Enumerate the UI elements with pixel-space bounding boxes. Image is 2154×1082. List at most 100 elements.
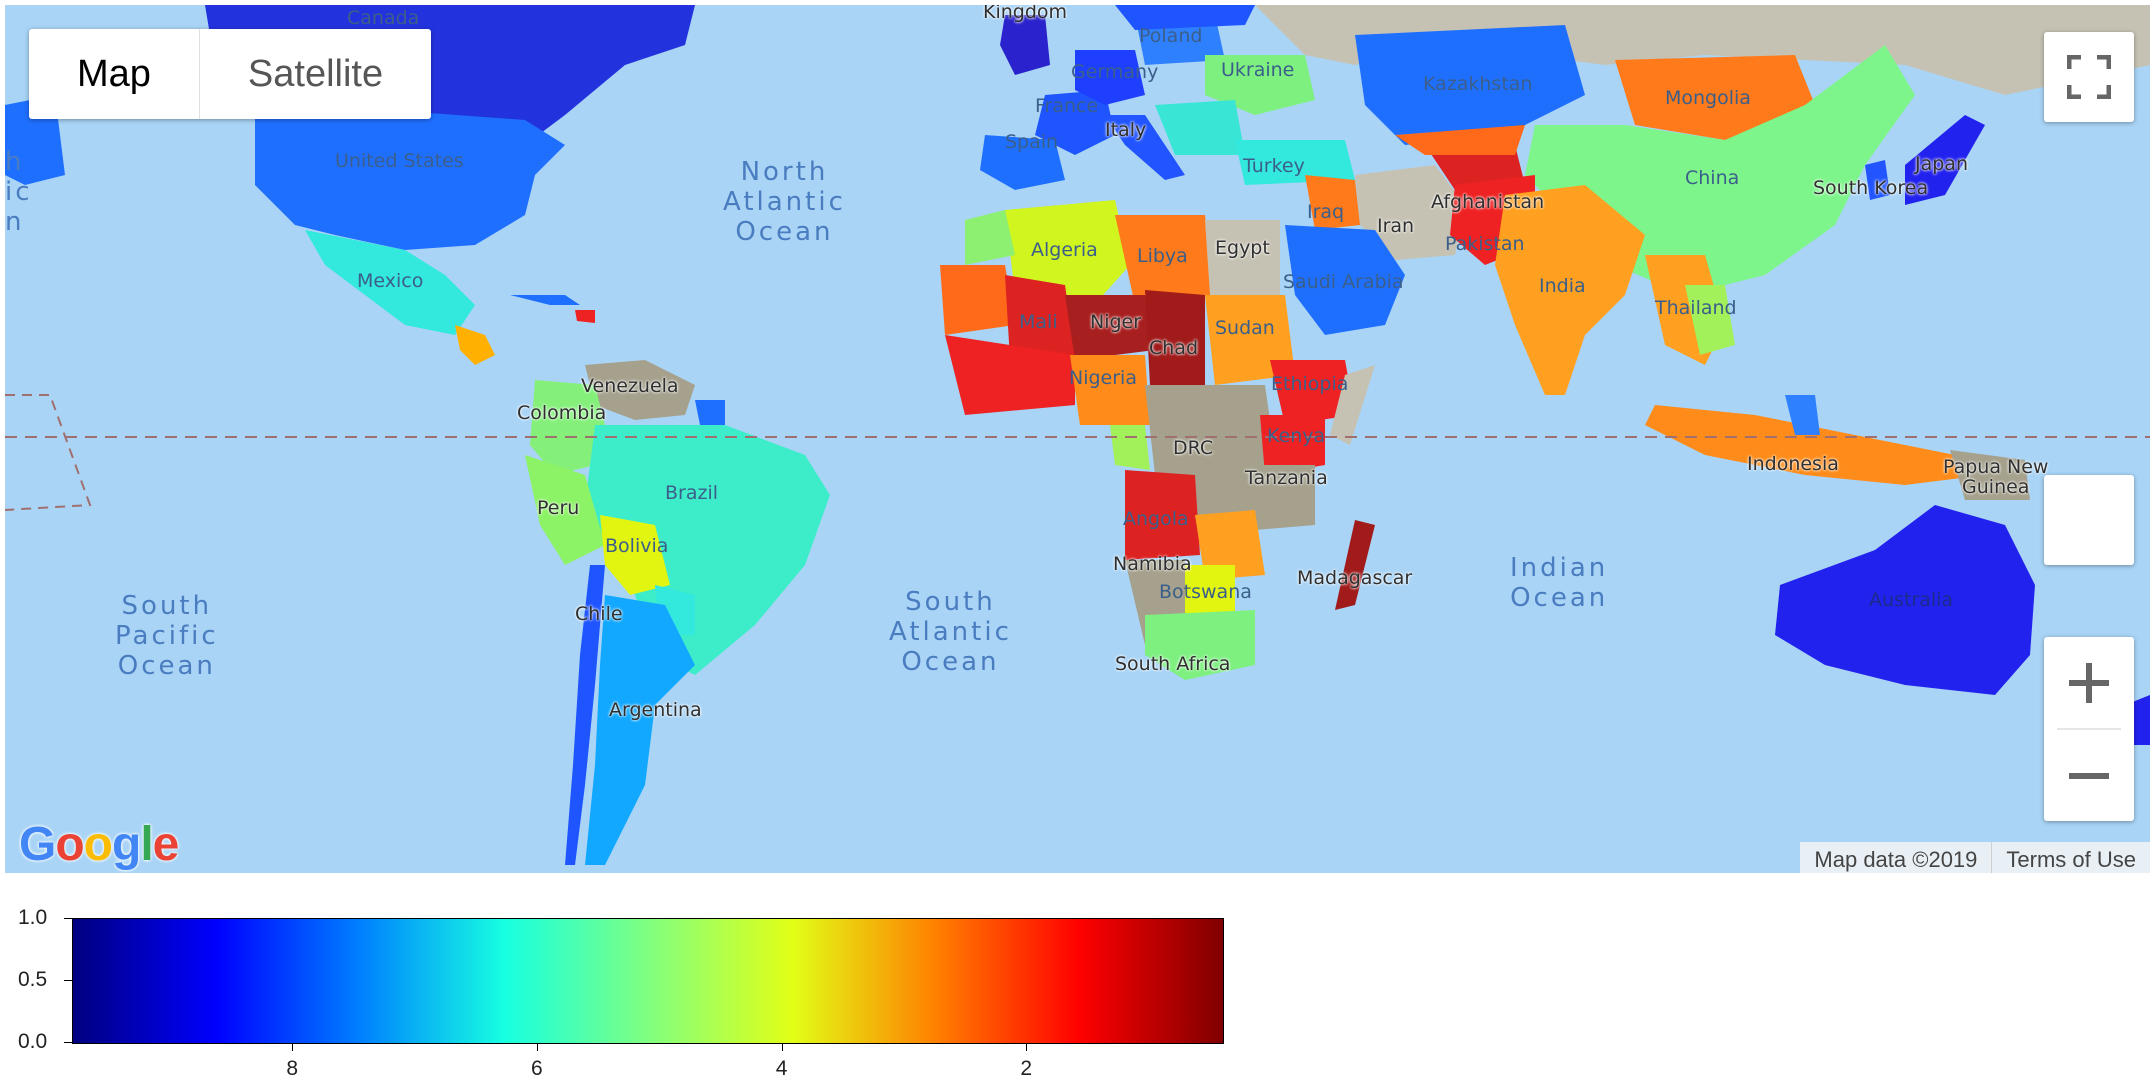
country-guyana (695, 400, 725, 425)
country-nigeria (1070, 355, 1150, 425)
ocean-label-south-pacific: South Pacific Ocean (115, 591, 219, 681)
country-iraq (1305, 175, 1360, 230)
country-libya (1115, 215, 1215, 305)
map-type-map-button[interactable]: Map (29, 29, 200, 119)
label-kazakhstan: Kazakhstan (1423, 73, 1533, 95)
country-italy (1105, 115, 1185, 180)
country-balkans (1155, 100, 1245, 155)
street-view-pegman-button[interactable] (2044, 475, 2134, 565)
country-peru (525, 455, 605, 565)
country-indonesia (1645, 405, 1985, 485)
colorbar-y-tick-mark (64, 980, 72, 981)
map-type-satellite-button[interactable]: Satellite (247, 53, 384, 95)
zoom-out-button[interactable] (2044, 730, 2134, 821)
country-germany (1075, 50, 1145, 105)
label-ethiopia: Ethiopia (1271, 373, 1349, 395)
label-brazil: Brazil (665, 482, 719, 504)
map-attribution: Map data ©2019 Terms of Use (1800, 842, 2150, 873)
label-united-states: United States (335, 150, 464, 172)
country-korea (1865, 160, 1890, 200)
label-mali: Mali (1019, 311, 1058, 333)
label-spain: Spain (1005, 131, 1059, 153)
country-venezuela (585, 360, 695, 420)
zoom-separator (2057, 728, 2121, 730)
country-mali (1005, 275, 1075, 360)
label-algeria: Algeria (1031, 239, 1098, 261)
label-united-kingdom: Kingdom (983, 5, 1068, 23)
country-angola (1125, 470, 1200, 560)
label-botswana: Botswana (1159, 581, 1252, 603)
label-chad: Chad (1149, 337, 1199, 359)
colorbar-y-tick-mark (64, 1042, 72, 1043)
fullscreen-icon (2067, 55, 2111, 99)
label-angola: Angola (1123, 508, 1189, 530)
label-china: China (1685, 167, 1740, 189)
label-afghanistan: Afghanistan (1431, 191, 1545, 213)
label-drc: DRC (1173, 437, 1214, 459)
country-bolivia (600, 515, 670, 595)
ocean-label-south-atlantic: South Atlantic Ocean (889, 587, 1012, 677)
country-france (1035, 90, 1115, 155)
country-chile (565, 565, 605, 865)
fullscreen-button[interactable] (2044, 32, 2134, 122)
colorbar-x-tick-label: 4 (775, 1057, 788, 1080)
country-papua (1950, 450, 2030, 500)
country-niger (1065, 295, 1155, 360)
label-argentina: Argentina (609, 699, 702, 721)
country-saudi-arabia (1285, 225, 1405, 335)
terms-of-use-link[interactable]: Terms of Use (1991, 842, 2150, 873)
country-somalia (1330, 365, 1375, 445)
country-colombia (530, 380, 605, 475)
country-iran (1355, 165, 1465, 260)
label-tanzania: Tanzania (1245, 467, 1328, 489)
label-nigeria: Nigeria (1069, 367, 1137, 389)
label-chile: Chile (575, 603, 623, 625)
country-japan (1905, 115, 1985, 205)
zoom-in-button[interactable] (2044, 637, 2134, 728)
ocean-label-indian: Indian Ocean (1510, 553, 1609, 613)
label-niger: Niger (1090, 311, 1142, 333)
pacific-boundary (5, 394, 92, 511)
ocean-label-north-atlantic: North Atlantic Ocean (723, 157, 846, 247)
colorbar-x-tick-mark (781, 1043, 783, 1051)
map-canvas[interactable]: North Atlantic Ocean South Atlantic Ocea… (5, 5, 2150, 873)
colorbar-y-tick-label: 0.5 (18, 968, 48, 991)
country-india (1495, 185, 1645, 395)
colorbar-x-tick-label: 2 (1020, 1057, 1033, 1080)
label-mongolia: Mongolia (1665, 87, 1751, 109)
colorbar-x-tick-mark (536, 1043, 538, 1051)
country-mauritania (940, 265, 1015, 335)
country-united-states (255, 100, 565, 250)
label-bolivia: Bolivia (605, 535, 669, 557)
label-turkey: Turkey (1243, 155, 1305, 177)
colorbar-y-tick-label: 0.0 (18, 1030, 48, 1053)
country-tanzania (1245, 465, 1315, 530)
map-data-attribution: Map data ©2019 (1800, 842, 1992, 873)
label-japan: Japan (1915, 153, 1968, 175)
ocean-label-partial: h ic n (5, 147, 33, 237)
country-united-kingdom (1000, 15, 1050, 75)
label-libya: Libya (1137, 245, 1188, 267)
country-egypt (1205, 220, 1280, 295)
country-central-asia (1395, 125, 1525, 155)
google-logo[interactable]: Google (19, 818, 179, 871)
label-italy: Italy (1105, 119, 1147, 141)
label-ukraine: Ukraine (1221, 59, 1295, 81)
country-madagascar (1335, 520, 1375, 610)
country-morocco (965, 210, 1015, 265)
country-kenya (1260, 415, 1325, 475)
country-chad (1145, 290, 1205, 395)
colorbar-x-tick-mark (292, 1043, 294, 1051)
label-papua-new-guinea: Papua New Guinea (1943, 456, 2049, 498)
label-germany: Germany (1071, 61, 1159, 83)
colorbar-x-tick-label: 6 (531, 1057, 543, 1080)
label-india: India (1539, 275, 1586, 297)
colorbar-x-tick-label: 8 (286, 1057, 299, 1080)
label-egypt: Egypt (1215, 237, 1270, 259)
label-iran: Iran (1377, 215, 1415, 237)
country-mexico (305, 230, 475, 335)
label-mexico: Mexico (357, 270, 424, 292)
label-venezuela: Venezuela (581, 375, 679, 397)
country-turkey (1235, 140, 1355, 185)
colorbar-legend: 8 6 4 2 1.0 0.5 0.0 (0, 890, 1260, 1080)
